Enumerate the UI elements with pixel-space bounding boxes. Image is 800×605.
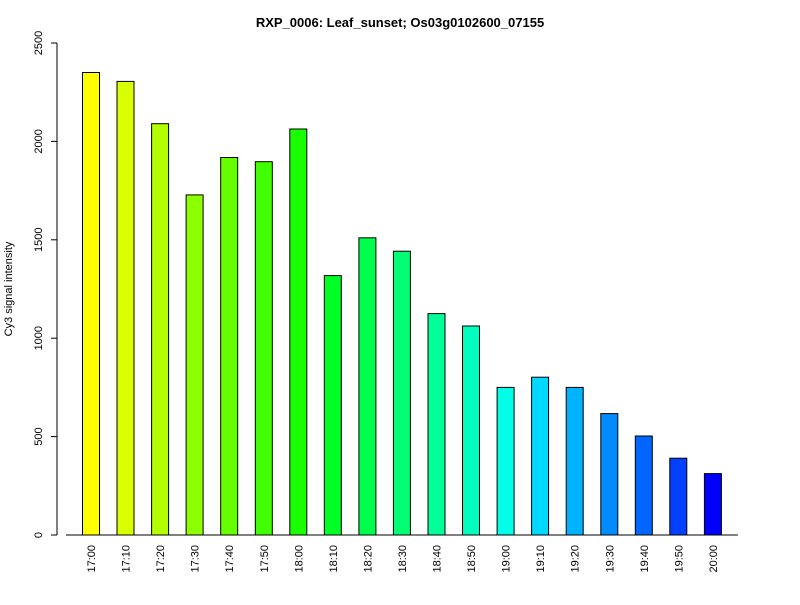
x-tick-label: 17:30 (190, 545, 202, 573)
x-tick-label: 18:20 (362, 545, 374, 573)
x-tick-label: 18:30 (397, 545, 409, 573)
bar-18:30 (392, 250, 411, 536)
x-tick-label: 20:00 (708, 545, 720, 573)
x-tick-label: 19:30 (604, 545, 616, 573)
x-tick-label: 18:40 (432, 545, 444, 573)
bar-19:20 (565, 386, 584, 536)
x-tick-label: 19:20 (570, 545, 582, 573)
y-axis-label: Cy3 signal intensity (3, 241, 15, 336)
bar-18:40 (427, 313, 446, 536)
bar-18:00 (289, 128, 308, 536)
bars-group (82, 72, 722, 536)
x-tick-label: 17:40 (224, 545, 236, 573)
bar-19:40 (634, 435, 653, 536)
bar-17:30 (185, 194, 204, 536)
y-tick-label: 1000 (33, 326, 45, 350)
x-tick-label: 19:40 (639, 545, 651, 573)
x-tick-label: 17:20 (155, 545, 167, 573)
bar-20:00 (703, 473, 722, 536)
bar-19:30 (600, 413, 619, 536)
x-tick-label: 17:10 (121, 545, 133, 573)
y-tick-label: 500 (33, 427, 45, 445)
x-tick-label: 19:50 (673, 545, 685, 573)
y-tick-label: 2500 (33, 31, 45, 55)
bar-17:40 (220, 157, 239, 536)
y-axis: 0 500 1000 1500 2000 2500 (33, 31, 58, 538)
y-tick-label: 0 (33, 532, 45, 538)
y-tick-label: 1500 (33, 228, 45, 252)
bar-17:20 (151, 123, 170, 536)
x-tick-label: 17:50 (259, 545, 271, 573)
bar-18:10 (323, 275, 342, 536)
x-tick-label: 18:50 (466, 545, 478, 573)
bar-18:50 (462, 325, 480, 536)
x-tick-label: 18:10 (328, 545, 340, 573)
x-tick-label: 17:00 (86, 545, 98, 573)
bar-17:00 (82, 72, 100, 536)
bar-19:50 (669, 457, 688, 536)
x-tick-label: 19:00 (501, 545, 513, 573)
chart-title: RXP_0006: Leaf_sunset; Os03g0102600_0715… (256, 15, 544, 30)
x-tick-label: 18:00 (293, 545, 305, 573)
y-tick-label: 2000 (33, 129, 45, 153)
bar-19:00 (496, 386, 515, 536)
x-axis: 17:00 17:10 17:20 17:30 17:40 17:50 18:00 18:10… (66, 534, 738, 573)
x-tick-label: 19:10 (535, 545, 547, 573)
bar-17:50 (254, 161, 273, 536)
bar-17:10 (116, 80, 135, 536)
bar-19:10 (531, 376, 550, 536)
bar-18:20 (358, 237, 377, 536)
